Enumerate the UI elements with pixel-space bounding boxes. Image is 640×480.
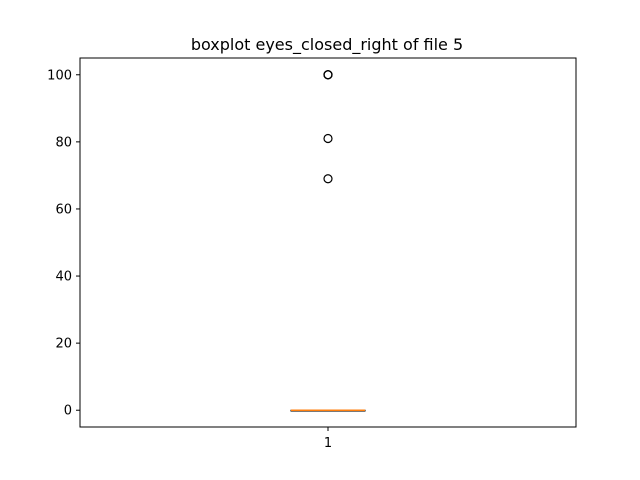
y-tick-label: 80 [55,135,72,150]
y-tick-label: 40 [55,270,72,285]
y-tick-label: 60 [55,202,72,217]
outlier-point [323,133,333,144]
plot-area: 0 20 40 60 80 100 1 [47,68,366,451]
outlier-point [323,174,333,184]
plot-frame [79,57,577,428]
y-tick-label: 100 [47,68,72,83]
chart-title: boxplot eyes_closed_right of file 5 [191,35,463,55]
outlier-point [323,70,333,80]
y-tick-label: 20 [55,337,72,352]
x-tick-label: 1 [324,436,332,451]
y-tick-label: 0 [64,404,72,419]
